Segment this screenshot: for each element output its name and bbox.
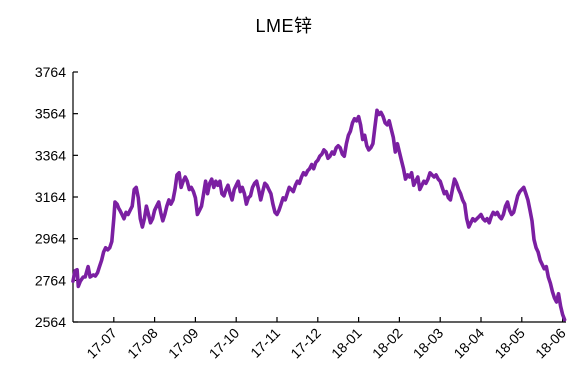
x-tick-label: 17-11: [247, 325, 283, 361]
x-tick-label: 17-08: [124, 325, 161, 362]
series-line: [71, 108, 567, 322]
chart-title: LME锌: [255, 16, 313, 36]
series-lines: [71, 108, 567, 322]
x-tick-label: 18-02: [369, 325, 406, 362]
y-tick-label: 2964: [35, 231, 66, 247]
x-tick-label: 18-06: [532, 325, 568, 362]
y-tick-label: 2764: [35, 272, 66, 288]
y-tick-label: 3764: [35, 64, 66, 80]
x-tick-label: 17-10: [206, 325, 243, 362]
y-tick-label: 3164: [35, 189, 66, 205]
y-tick-label: 3364: [35, 147, 66, 163]
axes: [72, 71, 566, 323]
x-tick-label: 18-04: [450, 325, 487, 362]
y-tick-label: 2564: [35, 314, 66, 330]
x-tick-label: 17-09: [165, 325, 202, 362]
x-tick-label: 18-01: [328, 325, 365, 362]
x-tick-label: 17-12: [287, 325, 324, 362]
y-tick-label: 3564: [35, 106, 66, 122]
x-tick-label: 17-07: [83, 325, 120, 362]
x-tick-label: 18-03: [410, 325, 447, 362]
x-tick-label: 18-05: [491, 325, 528, 362]
